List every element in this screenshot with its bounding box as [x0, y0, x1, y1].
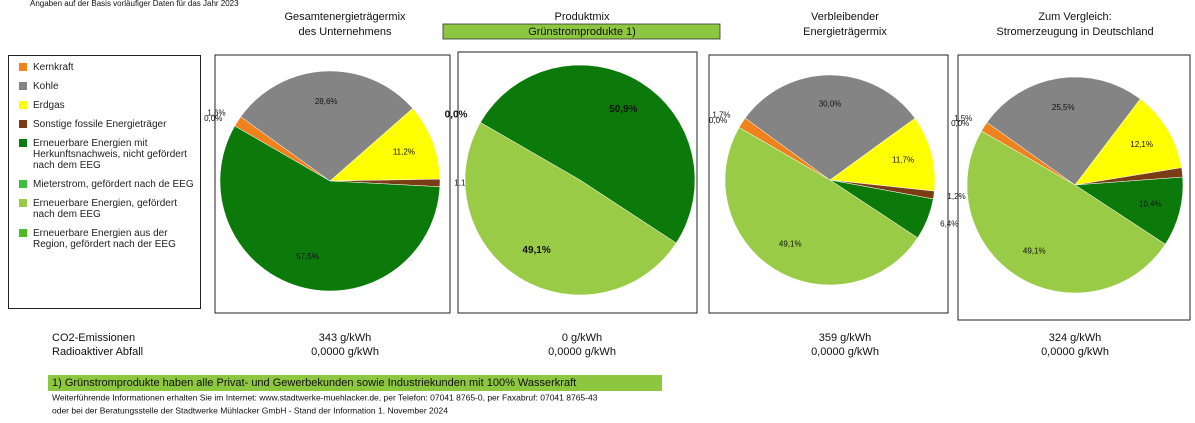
legend-label: Erneuerbare Energien aus der Region, gef… [33, 228, 176, 250]
pie-slice [464, 122, 677, 296]
pie-slice [240, 70, 414, 182]
value-label: 28,6% [315, 97, 338, 106]
legend-label: Kernkraft [33, 62, 74, 73]
legend-item: Erneuerbare Energien aus der Region, gef… [15, 228, 200, 250]
value-label: 10,4% [1139, 200, 1162, 209]
value-label: 49,1% [522, 245, 550, 256]
legend-item: Sonstige fossile Energieträger [15, 119, 200, 130]
subtitle-box [442, 23, 721, 40]
value-label: 0,0% [951, 119, 969, 128]
chart-title: Verbleibender [811, 11, 879, 23]
value-label: 0,0% [445, 110, 468, 121]
legend-item: Kernkraft [15, 62, 200, 73]
value-label: 1,5% [954, 114, 972, 123]
pie-slice [829, 117, 936, 192]
value-label: 11,7% [892, 156, 914, 165]
emission-value: 0,0000 g/kWh [311, 346, 379, 358]
value-label: 25,5% [1052, 103, 1075, 112]
emission-label: CO2-Emissionen [52, 332, 135, 344]
emission-value: 0,0000 g/kWh [811, 346, 879, 358]
value-label: 12,1% [1130, 140, 1153, 149]
chart-frame [457, 51, 698, 314]
legend-swatch [19, 199, 27, 207]
footnote: 1) Grünstromprodukte haben alle Privat- … [52, 377, 576, 389]
legend-item: Erneuerbare Energien mit Herkunftsnachwe… [15, 138, 200, 171]
pie-slice [966, 130, 1166, 294]
legend-swatch [19, 180, 27, 188]
pie-slice [480, 64, 696, 244]
legend-swatch [19, 101, 27, 109]
legend-label: Kohle [33, 81, 59, 92]
value-label: 1,6% [207, 109, 225, 118]
value-label: 1,1% [454, 178, 472, 187]
value-label: 49,1% [1023, 246, 1046, 255]
legend-swatch [19, 120, 27, 128]
emission-value: 0,0000 g/kWh [1041, 346, 1109, 358]
pie-slice [329, 108, 441, 182]
legend-item: Kohle [15, 81, 200, 92]
chart-subtitle: Grünstromprodukte 1) [528, 26, 636, 38]
legend-label: Sonstige fossile Energieträger [33, 119, 167, 130]
emission-label: Radioaktiver Abfall [52, 346, 143, 358]
value-label: 50,9% [609, 104, 637, 115]
chart-title: Zum Vergleich: [1038, 11, 1111, 23]
legend: Kernkraft Kohle Erdgas Sonstige fossile Ene… [8, 55, 201, 309]
value-label: 57,5% [296, 252, 319, 261]
chart-frame [708, 54, 949, 314]
value-label: 1,7% [712, 110, 730, 119]
emission-value: 359 g/kWh [819, 332, 872, 344]
info-line: oder bei der Beratungsstelle der Stadtwe… [52, 405, 448, 415]
pie-slice [744, 74, 916, 181]
legend-swatch [19, 63, 27, 71]
value-label: 11,2% [393, 148, 415, 157]
emission-value: 0,0000 g/kWh [548, 346, 616, 358]
chart-title: Stromerzeugung in Deutschland [996, 26, 1153, 38]
value-label: 49,1% [779, 239, 802, 248]
pie-slice [1074, 176, 1184, 245]
legend-label: Erdgas [33, 100, 65, 111]
value-label: 1,2% [947, 192, 965, 201]
pie-slice [219, 125, 441, 292]
legend-label: Mieterstrom, gefördert nach de EEG [33, 179, 194, 190]
emission-value: 0 g/kWh [562, 332, 602, 344]
info-line: Weiterführende Informationen erhalten Si… [52, 392, 598, 402]
header-note: Angaben auf der Basis vorläufiger Daten … [30, 0, 239, 8]
value-label: 6,4% [940, 219, 958, 228]
value-label: 0,0% [709, 116, 727, 125]
legend-label: Erneuerbare Energien mit Herkunftsnachwe… [33, 138, 187, 171]
chart-frame [957, 54, 1191, 321]
legend-item: Erneuerbare Energien, gefördert nach dem… [15, 198, 200, 220]
chart-title: Produktmix [554, 11, 610, 23]
footnote-box [48, 375, 662, 391]
chart-title: Gesamtenergieträgermix [284, 11, 406, 23]
pie-slice [1074, 98, 1182, 186]
legend-label: Erneuerbare Energien, gefördert nach dem… [33, 198, 177, 220]
legend-swatch [19, 82, 27, 90]
emission-value: 343 g/kWh [319, 332, 372, 344]
chart-frame [214, 54, 451, 314]
emission-value: 324 g/kWh [1049, 332, 1102, 344]
legend-swatch [19, 229, 27, 237]
legend-item: Erdgas [15, 100, 200, 111]
chart-title: Energieträgermix [803, 26, 887, 38]
legend-swatch [19, 139, 27, 147]
chart-title: des Unternehmens [299, 26, 392, 38]
value-label: 0,0% [204, 114, 222, 123]
pie-slice [986, 76, 1141, 186]
legend-item: Mieterstrom, gefördert nach de EEG [15, 179, 200, 190]
value-label: 30,0% [819, 100, 842, 109]
pie-slice [724, 127, 918, 286]
